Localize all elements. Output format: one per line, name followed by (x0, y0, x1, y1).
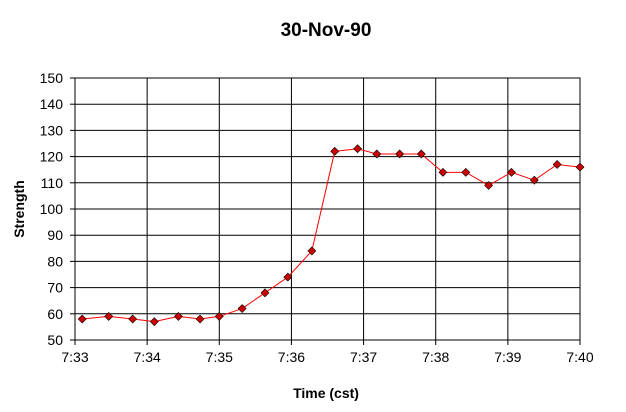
data-point-marker (330, 146, 340, 156)
data-point-marker (149, 317, 159, 327)
x-tick-label: 7:38 (422, 349, 449, 365)
data-point-marker (484, 180, 494, 190)
data-point-marker (507, 167, 516, 177)
x-axis: 7:33 7:34 7:35 7:36 7:37 7:38 7:39 7:40 (61, 340, 594, 365)
data-point-marker (173, 311, 183, 321)
data-point-marker (104, 311, 114, 321)
y-axis: 50 60 70 80 90 100 110 120 130 140 150 (40, 70, 75, 348)
data-point-marker (461, 167, 471, 177)
data-point-marker (214, 311, 224, 321)
data-point-marker (438, 167, 448, 177)
x-tick-label: 7:39 (494, 349, 521, 365)
x-tick-label: 7:33 (61, 349, 88, 365)
y-tick-label: 80 (47, 253, 63, 269)
data-point-marker (575, 162, 585, 172)
y-tick-label: 140 (40, 96, 64, 112)
data-point-marker (552, 160, 562, 169)
data-point-marker (195, 314, 205, 324)
x-tick-label: 7:35 (206, 349, 233, 365)
x-tick-label: 7:40 (566, 349, 593, 365)
data-point-marker (372, 149, 382, 159)
y-tick-label: 120 (40, 149, 64, 165)
data-point-marker (77, 314, 87, 324)
y-axis-title: Strength (11, 180, 27, 238)
x-axis-title: Time (cst) (293, 385, 359, 401)
data-point-marker (395, 149, 405, 159)
x-tick-label: 7:34 (134, 349, 161, 365)
y-tick-label: 110 (41, 175, 64, 191)
data-point-marker (529, 175, 539, 185)
data-point-marker (260, 288, 270, 298)
y-tick-label: 100 (40, 201, 64, 217)
y-tick-label: 70 (47, 280, 63, 296)
data-point-marker (237, 304, 247, 313)
y-tick-label: 50 (47, 332, 63, 348)
x-tick-label: 7:36 (278, 349, 305, 365)
x-tick-label: 7:37 (350, 349, 377, 365)
y-tick-label: 90 (47, 227, 63, 243)
data-point-marker (128, 314, 138, 324)
data-point-marker (283, 272, 293, 282)
y-tick-label: 60 (47, 306, 63, 322)
y-tick-label: 130 (40, 122, 64, 138)
data-point-marker (307, 246, 317, 256)
y-tick-label: 150 (40, 70, 64, 86)
series-group (77, 144, 585, 327)
data-point-marker (416, 149, 426, 159)
chart-title: 30-Nov-90 (281, 20, 372, 41)
data-point-marker (353, 144, 362, 154)
